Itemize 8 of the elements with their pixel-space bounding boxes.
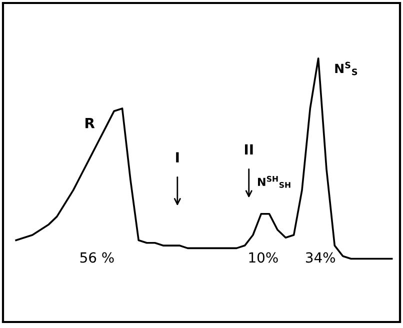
annotation: 34% xyxy=(306,252,336,263)
annotation: II xyxy=(244,144,253,154)
annotation: 10% xyxy=(249,252,278,263)
annotation: 56 % xyxy=(80,252,114,263)
annotation: N$^{S}$$_{S}$ xyxy=(335,62,358,76)
annotation: R xyxy=(86,118,95,128)
annotation: N$^{SH}$$_{SH}$ xyxy=(258,176,290,188)
annotation: I xyxy=(176,152,179,162)
